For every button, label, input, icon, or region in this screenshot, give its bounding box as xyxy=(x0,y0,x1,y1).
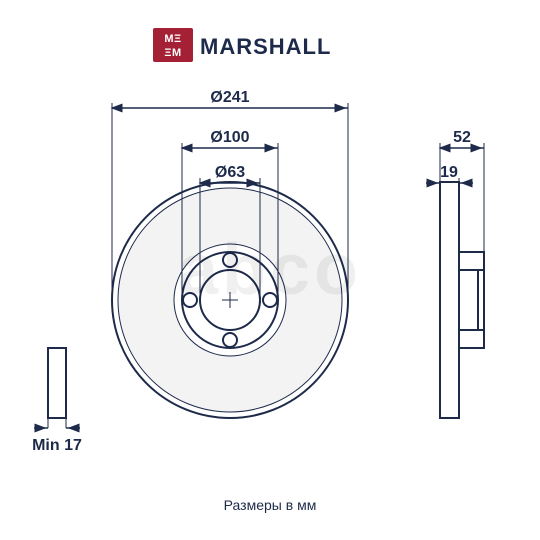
caption-text: Размеры в мм xyxy=(224,497,317,513)
disc-front-view xyxy=(112,182,348,418)
bolt-hole xyxy=(263,293,277,307)
min-thickness-gauge xyxy=(48,348,66,418)
logo-badge-line1: MΞ xyxy=(164,33,181,45)
bolt-hole xyxy=(183,293,197,307)
logo-badge-line2: ΞM xyxy=(164,47,181,59)
dim-w52: 52 xyxy=(453,129,471,146)
brand-logo: MΞ ΞM MARSHALL xyxy=(153,28,331,62)
dim-w19: 19 xyxy=(440,164,458,181)
logo-brand-text: MARSHALL xyxy=(200,34,331,59)
bolt-hole xyxy=(223,333,237,347)
dim-min17: Min 17 xyxy=(32,437,82,454)
dim-d100: Ø100 xyxy=(210,129,249,146)
dim-d63: Ø63 xyxy=(215,164,245,181)
drawing-canvas: MΞ ΞM MARSHALL xyxy=(0,0,540,540)
bolt-hole xyxy=(223,253,237,267)
disc-side-view xyxy=(440,182,484,418)
dim-d241: Ø241 xyxy=(210,89,249,106)
